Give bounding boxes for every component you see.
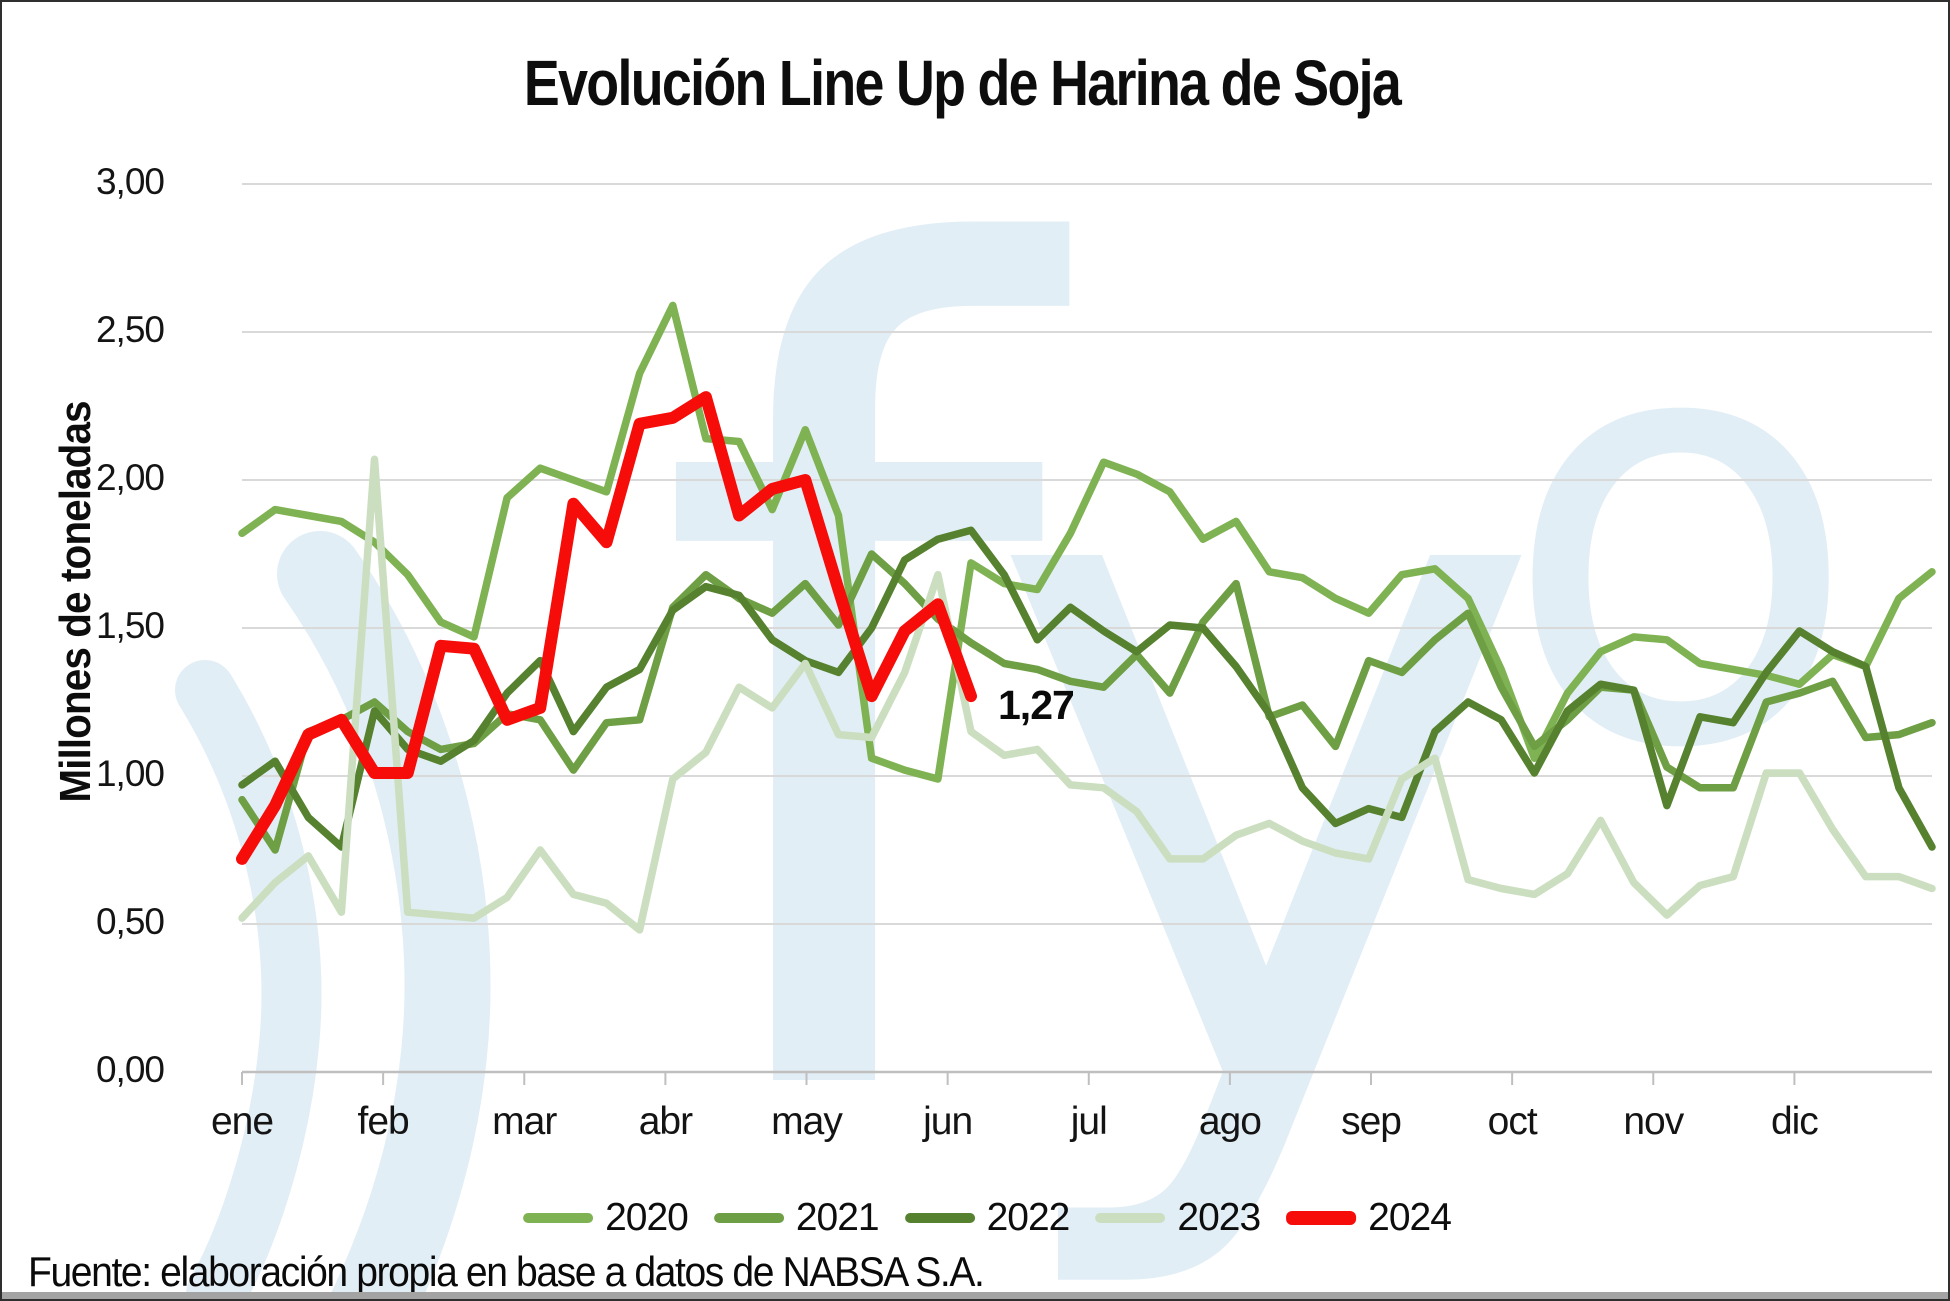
legend-label-2024: 2024 bbox=[1368, 1196, 1452, 1239]
x-month-label-ene: ene bbox=[210, 1100, 274, 1143]
source-note: Fuente: elaboración propia en base a dat… bbox=[28, 1248, 985, 1295]
x-month-label-nov: nov bbox=[1623, 1100, 1684, 1143]
series-line-2022 bbox=[238, 526, 1936, 851]
series-line-2023 bbox=[238, 455, 1936, 934]
legend-swatch-2022-icon bbox=[904, 1213, 975, 1223]
x-month-label-may: may bbox=[771, 1100, 843, 1143]
legend-label-2020: 2020 bbox=[605, 1196, 689, 1239]
legend-swatch-2020-icon bbox=[523, 1213, 594, 1223]
x-month-label-jul: jul bbox=[1070, 1100, 1108, 1143]
y-tick-label-0,00: 0,00 bbox=[95, 1049, 165, 1090]
y-tick-label-2,00: 2,00 bbox=[95, 457, 165, 498]
legend-item-2024: 2024 bbox=[1286, 1196, 1452, 1240]
x-month-label-mar: mar bbox=[492, 1100, 557, 1143]
y-tick-label-1,00: 1,00 bbox=[95, 753, 165, 794]
x-month-label-sep: sep bbox=[1341, 1100, 1402, 1143]
y-tick-label-2,50: 2,50 bbox=[95, 309, 165, 350]
bottom-window-edge bbox=[2, 1292, 1948, 1299]
x-month-label-dic: dic bbox=[1770, 1100, 1819, 1143]
y-tick-label-3,00: 3,00 bbox=[95, 161, 165, 202]
legend-label-2022: 2022 bbox=[986, 1196, 1071, 1239]
chart-title: Evolución Line Up de Harina de Soja bbox=[523, 47, 1402, 119]
legend-swatch-2023-icon bbox=[1095, 1213, 1166, 1223]
x-month-label-jun: jun bbox=[923, 1100, 973, 1143]
legend-item-2023: 2023 bbox=[1095, 1196, 1261, 1240]
chart-legend: 2020 2021 2022 2023 2024 bbox=[523, 1196, 1452, 1240]
series-line-2024 bbox=[236, 391, 977, 865]
series-line-2020 bbox=[238, 301, 1936, 783]
legend-item-2021: 2021 bbox=[713, 1196, 880, 1240]
watermark-letter-y-icon: y bbox=[982, 190, 1550, 1301]
y-tick-label-0,50: 0,50 bbox=[95, 901, 165, 942]
last-value-annotation: 1,27 bbox=[998, 682, 1075, 728]
y-tick-label-1,50: 1,50 bbox=[95, 605, 165, 646]
legend-swatch-2024-icon bbox=[1286, 1211, 1357, 1225]
legend-label-2023: 2023 bbox=[1177, 1196, 1261, 1239]
x-month-label-ago: ago bbox=[1198, 1100, 1262, 1143]
legend-item-2022: 2022 bbox=[904, 1196, 1071, 1240]
legend-label-2021: 2021 bbox=[795, 1196, 880, 1239]
x-month-label-oct: oct bbox=[1487, 1100, 1538, 1143]
x-month-label-feb: feb bbox=[357, 1100, 410, 1143]
x-month-label-abr: abr bbox=[638, 1100, 693, 1143]
legend-item-2020: 2020 bbox=[523, 1196, 689, 1240]
legend-swatch-2021-icon bbox=[713, 1213, 784, 1223]
watermark-swoosh-inner-icon bbox=[175, 660, 322, 1299]
